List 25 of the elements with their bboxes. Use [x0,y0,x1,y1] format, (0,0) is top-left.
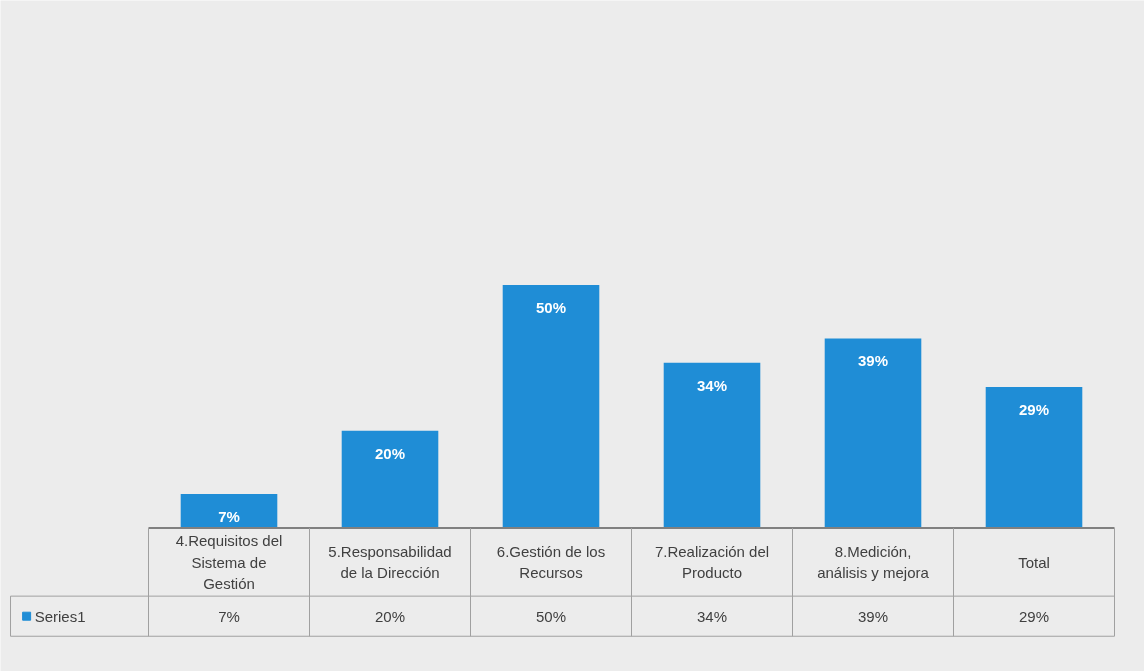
bar [985,387,1083,529]
bar [502,284,600,529]
data-label: 7% [218,607,240,625]
data-label: 34% [696,607,728,625]
data-label: 20% [374,607,406,625]
x-tick-label: Total [1018,553,1050,571]
x-tick-label: 6.Gestión de los Recursos [496,542,606,582]
text: 29% [1018,401,1050,419]
data-label: 50% [535,607,567,625]
text: 7% [218,508,240,526]
text: 34% [696,376,728,394]
legend-label: Series1 [34,607,86,625]
text: 39% [857,352,889,370]
x-tick-label: 4.Requisitos del Sistema de Gestión [175,532,283,592]
x-tick-label: 5.Responsabilidad de la Dirección [328,542,452,582]
text: 50% [535,298,567,316]
bar [341,430,439,529]
bar [824,338,922,529]
text: 20% [374,444,406,462]
bar [663,362,761,529]
x-tick-label: 7.Realización del Producto [654,542,770,582]
x-tick-label: 8.Medición, análisis y mejora [817,542,930,582]
data-label: 29% [1018,607,1050,625]
bar [180,494,278,529]
data-label: 39% [857,607,889,625]
